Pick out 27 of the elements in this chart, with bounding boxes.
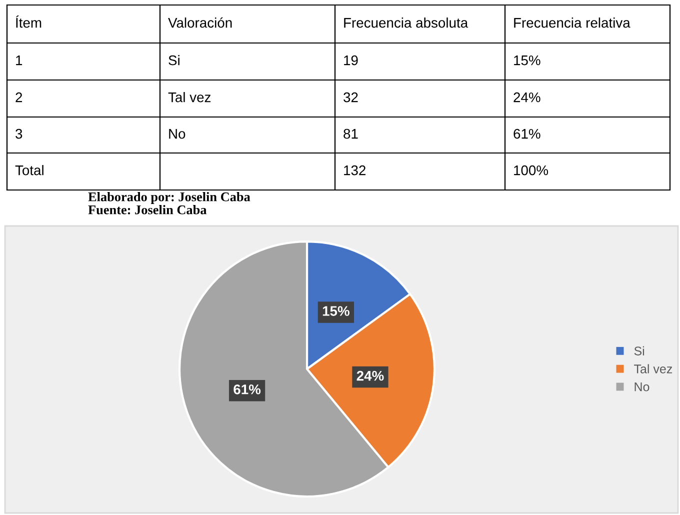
text: 15%: [514, 55, 540, 66]
text: Frecuencia relativa: [514, 18, 630, 28]
text: 32: [344, 92, 358, 102]
data-label: 61%: [234, 384, 261, 394]
legend-label: Si: [634, 346, 644, 356]
legend-label: Tal vez: [634, 364, 672, 374]
text: Valoración: [168, 17, 232, 28]
text: 3: [16, 128, 22, 139]
legend-label: No: [634, 382, 650, 392]
source-note: Fuente: Joselin Caba: [88, 205, 207, 214]
text: 24%: [514, 92, 540, 102]
text: Frecuencia absoluta: [344, 18, 468, 28]
data-label: 24%: [356, 370, 384, 381]
text: 100%: [514, 165, 548, 176]
category-label: Tal vez: [168, 92, 211, 102]
text: 132: [344, 165, 366, 176]
data-label: 15%: [322, 306, 350, 316]
text: 19: [344, 55, 358, 66]
text: 2: [16, 92, 22, 102]
text: Elaborado por: Joselin Caba: [88, 192, 250, 204]
text: Ítem: [16, 16, 42, 28]
category-label: No: [169, 129, 186, 139]
text: Total: [15, 165, 44, 176]
category-label: Si: [168, 55, 180, 66]
text: 1: [16, 56, 22, 66]
text: 61%: [514, 128, 540, 139]
text: 81: [344, 128, 358, 139]
